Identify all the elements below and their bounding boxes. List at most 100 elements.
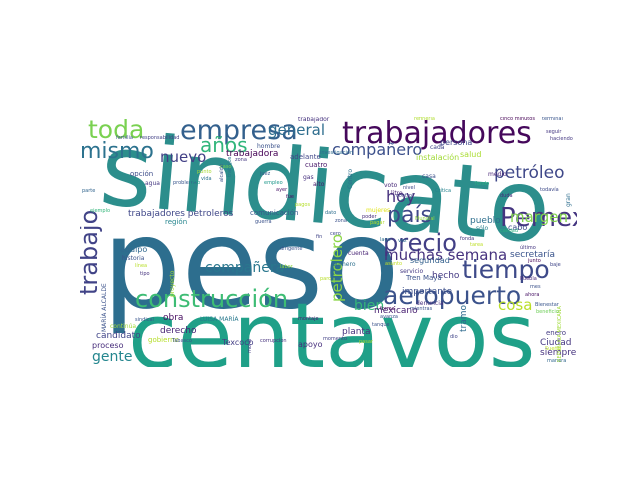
word-trabajo: trabajo bbox=[80, 209, 103, 295]
word-cosa: cosa bbox=[498, 296, 533, 314]
word-apoyo: apoyo bbox=[298, 340, 323, 349]
word-toda: toda bbox=[88, 117, 145, 144]
word-linea: línea bbox=[135, 263, 148, 269]
word-planta: planta bbox=[342, 327, 371, 337]
word-baje: baje bbox=[550, 262, 561, 268]
word-derecho: derecho bbox=[160, 326, 197, 336]
word-investigacion: investigación bbox=[320, 150, 354, 156]
word-tipo: tipo bbox=[140, 271, 150, 277]
word-adelante: adelante bbox=[290, 153, 321, 161]
word-mexicano: mexicano bbox=[374, 306, 418, 316]
word-cinco-minutos: cinco minutos bbox=[500, 117, 535, 122]
word-petroleo: petróleo bbox=[494, 163, 565, 183]
word-importante: importante bbox=[402, 287, 453, 297]
word-solo: sólo bbox=[476, 225, 489, 232]
word-ejemplo: ejemplo bbox=[90, 208, 111, 214]
word-general: general bbox=[268, 121, 326, 139]
word-margen: margen bbox=[510, 208, 568, 226]
word-nivel: nivel bbox=[403, 185, 415, 191]
word-sueno: Sueño bbox=[545, 346, 561, 352]
word-fue: fue bbox=[286, 194, 295, 200]
word-beneficio: beneficio bbox=[536, 309, 559, 315]
word-centro: Centro bbox=[347, 168, 354, 189]
word-pemex: Pemex bbox=[500, 203, 577, 233]
word-vida: vida bbox=[201, 176, 212, 182]
word-poder: poder bbox=[362, 214, 377, 220]
word-mientras: mientras bbox=[410, 306, 433, 312]
word-mujeres: mujeres bbox=[366, 207, 391, 214]
word-cero: cero bbox=[330, 231, 341, 237]
word-terminal: terminal bbox=[542, 117, 563, 122]
word-denuncia: denuncia bbox=[416, 300, 444, 307]
word-muchas-semana: muchas semana bbox=[384, 246, 508, 264]
word-todavia: todavía bbox=[540, 187, 559, 193]
word-gran: gran bbox=[565, 193, 572, 207]
word-punto: punto bbox=[197, 169, 212, 175]
word-puebla: Puebla bbox=[520, 276, 537, 282]
word-junto: junto bbox=[528, 258, 541, 264]
word-primero: primero bbox=[332, 261, 356, 268]
word-mismo: mismo bbox=[80, 139, 154, 164]
word-salud: salud bbox=[460, 150, 482, 159]
word-critica: Crítica bbox=[435, 188, 452, 194]
word-corrupcion: corrupción bbox=[260, 338, 287, 344]
word-calidad: calidad bbox=[500, 228, 519, 234]
word-ciudad: Ciudad bbox=[540, 338, 572, 348]
word-cuatro: cuatro bbox=[305, 161, 328, 169]
word-pasar: pasar bbox=[359, 339, 373, 345]
word-pagos: pagos bbox=[295, 202, 311, 208]
word-casa: casa bbox=[422, 173, 436, 180]
word-litro: litro bbox=[391, 190, 403, 197]
word-paro: paro bbox=[320, 276, 332, 282]
word-ultimo: último bbox=[520, 245, 536, 251]
word-tabasco: Tabasco bbox=[172, 338, 192, 344]
word-agua: agua bbox=[145, 180, 160, 187]
word-opcion: opción bbox=[130, 170, 154, 178]
word-ayer: ayer bbox=[276, 187, 288, 193]
word-dato: dato bbox=[325, 210, 337, 216]
word-labor: labor bbox=[280, 264, 293, 270]
word-asunto: asunto bbox=[385, 261, 403, 267]
word-dirigente: dirigente bbox=[280, 246, 303, 252]
word-obra: obra bbox=[163, 313, 184, 323]
word-moral: moral bbox=[247, 338, 253, 353]
word-montaje: montaje bbox=[298, 316, 319, 322]
word-bien: bien bbox=[354, 298, 385, 314]
word-avanza: avanza bbox=[380, 314, 398, 320]
word-fondo: fondo bbox=[475, 181, 490, 187]
word-trabajadora: trabajadora bbox=[226, 149, 279, 159]
word-maria-alcalde: MARÍA ALCALDE bbox=[101, 283, 108, 332]
word-ciclo: ciclo bbox=[189, 180, 201, 186]
word-continua: continúa bbox=[110, 323, 137, 330]
word-juez: juez bbox=[260, 171, 271, 177]
word-voto: voto bbox=[384, 182, 398, 189]
word-region: región bbox=[165, 218, 188, 226]
word-candidato: candidato bbox=[96, 331, 141, 341]
word-seguir: seguir bbox=[546, 129, 562, 135]
word-proyecto: proyecto bbox=[169, 270, 176, 297]
word-zona: zona bbox=[235, 157, 247, 163]
word-secretaria: secretaría bbox=[510, 250, 555, 260]
word-empleo: empleo bbox=[264, 180, 283, 186]
word-trabajador: trabajador bbox=[298, 117, 330, 123]
word-refineria: refinería bbox=[414, 117, 435, 122]
word-control: control bbox=[396, 193, 414, 199]
word-parte: parte bbox=[82, 188, 96, 194]
word-empresa: empresa bbox=[180, 117, 298, 146]
word-vez: vez bbox=[398, 238, 407, 244]
word-centavos: centavos bbox=[128, 284, 536, 368]
word-mes: mes bbox=[530, 284, 541, 290]
word-tiempo: tiempo bbox=[462, 255, 550, 284]
word-instalacion: instalación bbox=[416, 153, 460, 162]
word-aeropuerto: aeropuerto bbox=[383, 281, 522, 310]
word-pueblo: pueblo bbox=[470, 216, 501, 226]
word-hecho: hecho bbox=[432, 271, 460, 281]
word-texcoco: Texcoco bbox=[222, 338, 254, 347]
word-cabo: cabo bbox=[508, 223, 528, 232]
word-lago: lago bbox=[380, 237, 391, 243]
word-bienestar: Bienestar bbox=[535, 302, 559, 308]
word-responsabilidad: responsabilidad bbox=[140, 135, 180, 141]
word-mundial: Mundial bbox=[415, 216, 435, 222]
word-tren-maya: Tren Maya bbox=[406, 274, 442, 282]
